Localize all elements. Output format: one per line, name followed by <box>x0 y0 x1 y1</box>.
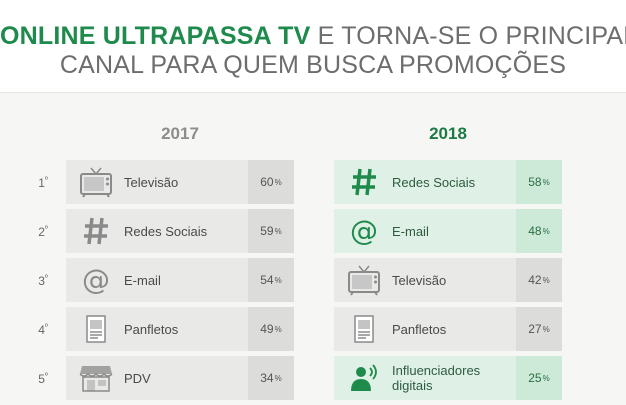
year-2017-label: 2017 <box>161 124 199 143</box>
table-row: PDV 34% <box>66 356 294 400</box>
television-icon <box>76 165 116 199</box>
table-row: @ E-mail 54% <box>66 258 294 302</box>
channel-label: E-mail <box>124 272 161 288</box>
percent-value: 59 <box>260 224 274 238</box>
rank-number: 4 <box>38 323 45 337</box>
row-channel-cell: Influenciadores digitais <box>334 356 516 400</box>
percent-value: 42 <box>528 273 542 287</box>
channel-label: Redes Sociais <box>124 223 208 239</box>
channel-label: E-mail <box>392 223 429 239</box>
percent-value-cell: 25% <box>516 356 562 400</box>
channel-label: Influenciadores digitais <box>392 363 481 393</box>
percent-value: 34 <box>260 371 274 385</box>
rank-ordinal: º <box>44 175 48 184</box>
row-channel-cell: Redes Sociais <box>66 209 248 253</box>
table-row: Redes Sociais 59% <box>66 209 294 253</box>
flyer-icon <box>344 312 384 346</box>
row-channel-cell: PDV <box>66 356 248 400</box>
rank-number: 1 <box>38 176 45 190</box>
percent-value-cell: 42% <box>516 258 562 302</box>
table-row: @ E-mail 48% <box>334 209 562 253</box>
rank-label-2: 2º <box>28 224 58 239</box>
percent-value: 58 <box>528 175 542 189</box>
title-strong: ONLINE ULTRAPASSA TV <box>0 22 311 50</box>
percent-unit: % <box>542 226 550 236</box>
rank-label-1: 1º <box>28 175 58 190</box>
title-rest: E TORNA-SE O PRINCIPAL <box>317 22 626 50</box>
header: ONLINE ULTRAPASSA TV E TORNA-SE O PRINCI… <box>0 0 626 93</box>
percent-unit: % <box>542 177 550 187</box>
percent-value-cell: 54% <box>248 258 294 302</box>
rank-label-3: 3º <box>28 273 58 288</box>
percent-value: 25 <box>528 371 542 385</box>
channel-label: Televisão <box>124 174 179 190</box>
percent-unit: % <box>274 177 282 187</box>
percent-value: 48 <box>528 224 542 238</box>
svg-text:@: @ <box>82 264 110 296</box>
year-2018-label: 2018 <box>429 124 467 143</box>
row-channel-cell: @ E-mail <box>66 258 248 302</box>
table-row: Televisão 60% <box>66 160 294 204</box>
percent-value-cell: 58% <box>516 160 562 204</box>
rank-label-4: 4º <box>28 322 58 337</box>
percent-value: 60 <box>260 175 274 189</box>
television-icon <box>344 263 384 297</box>
percent-value: 49 <box>260 322 274 336</box>
percent-value-cell: 49% <box>248 307 294 351</box>
percent-value-cell: 60% <box>248 160 294 204</box>
svg-text:@: @ <box>350 215 378 247</box>
rank-ordinal: º <box>44 224 48 233</box>
hashtag-icon <box>344 165 384 199</box>
storefront-icon <box>76 361 116 395</box>
table-row: Televisão 42% <box>334 258 562 302</box>
channel-label: PDV <box>124 370 151 386</box>
column-2017: Televisão 60% Redes Sociais 59% @ E-mail 54% Pa… <box>66 160 294 405</box>
percent-value-cell: 59% <box>248 209 294 253</box>
row-channel-cell: Televisão <box>66 160 248 204</box>
at-sign-icon: @ <box>76 263 116 297</box>
channel-label: Redes Sociais <box>392 174 476 190</box>
table-row: Panfletos 49% <box>66 307 294 351</box>
percent-value-cell: 48% <box>516 209 562 253</box>
page-title: ONLINE ULTRAPASSA TV E TORNA-SE O PRINCI… <box>0 22 626 51</box>
table-row: Influenciadores digitais 25% <box>334 356 562 400</box>
influencer-icon <box>344 361 384 395</box>
rank-ordinal: º <box>44 273 48 282</box>
title-line-2: CANAL PARA QUEM BUSCA PROMOÇÕES <box>59 51 567 79</box>
table-row: Panfletos 27% <box>334 307 562 351</box>
percent-unit: % <box>274 373 282 383</box>
channel-label: Televisão <box>392 272 447 288</box>
percent-value-cell: 34% <box>248 356 294 400</box>
row-channel-cell: Panfletos <box>66 307 248 351</box>
channel-label: Panfletos <box>392 321 447 337</box>
rank-ordinal: º <box>44 322 48 331</box>
hashtag-icon <box>76 214 116 248</box>
at-sign-icon: @ <box>344 214 384 248</box>
row-channel-cell: Panfletos <box>334 307 516 351</box>
column-2018: Redes Sociais 58% @ E-mail 48% Televisão 42% Pa… <box>334 160 562 405</box>
percent-unit: % <box>274 275 282 285</box>
channel-label: Panfletos <box>124 321 179 337</box>
percent-value-cell: 27% <box>516 307 562 351</box>
row-channel-cell: Redes Sociais <box>334 160 516 204</box>
rank-number: 2 <box>38 225 45 239</box>
rank-number: 3 <box>38 274 45 288</box>
percent-unit: % <box>542 373 550 383</box>
flyer-icon <box>76 312 116 346</box>
percent-unit: % <box>274 226 282 236</box>
row-channel-cell: @ E-mail <box>334 209 516 253</box>
percent-value: 54 <box>260 273 274 287</box>
row-channel-cell: Televisão <box>334 258 516 302</box>
percent-value: 27 <box>528 322 542 336</box>
percent-unit: % <box>542 275 550 285</box>
percent-unit: % <box>542 324 550 334</box>
rank-ordinal: º <box>44 371 48 380</box>
rank-number: 5 <box>38 372 45 386</box>
rank-label-5: 5º <box>28 371 58 386</box>
percent-unit: % <box>274 324 282 334</box>
table-row: Redes Sociais 58% <box>334 160 562 204</box>
